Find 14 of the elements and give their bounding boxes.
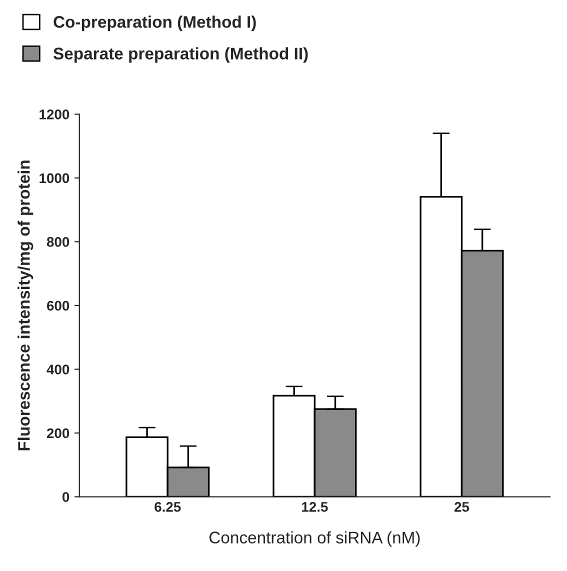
legend-label: Co-preparation (Method I) — [54, 16, 256, 32]
x-axis-title: Concentration of siRNA (nM) — [209, 531, 420, 547]
y-tick-label: 400 — [46, 364, 70, 374]
y-tick-label: 200 — [46, 428, 70, 438]
x-tick-label: 12.5 — [302, 502, 328, 512]
y-tick-label: 800 — [46, 237, 70, 247]
y-axis-title: Fluorescence intensity/mg of protein — [18, 160, 34, 450]
x-tick-label: 25 — [454, 502, 470, 512]
y-tick-label: 1200 — [40, 110, 70, 120]
y-tick-label: 0 — [62, 492, 70, 502]
y-tick-label: 1000 — [40, 173, 70, 184]
y-tick-label: 600 — [46, 300, 70, 311]
x-tick-label: 6.25 — [154, 502, 181, 512]
legend-label: Separate preparation (Method II) — [53, 47, 308, 63]
